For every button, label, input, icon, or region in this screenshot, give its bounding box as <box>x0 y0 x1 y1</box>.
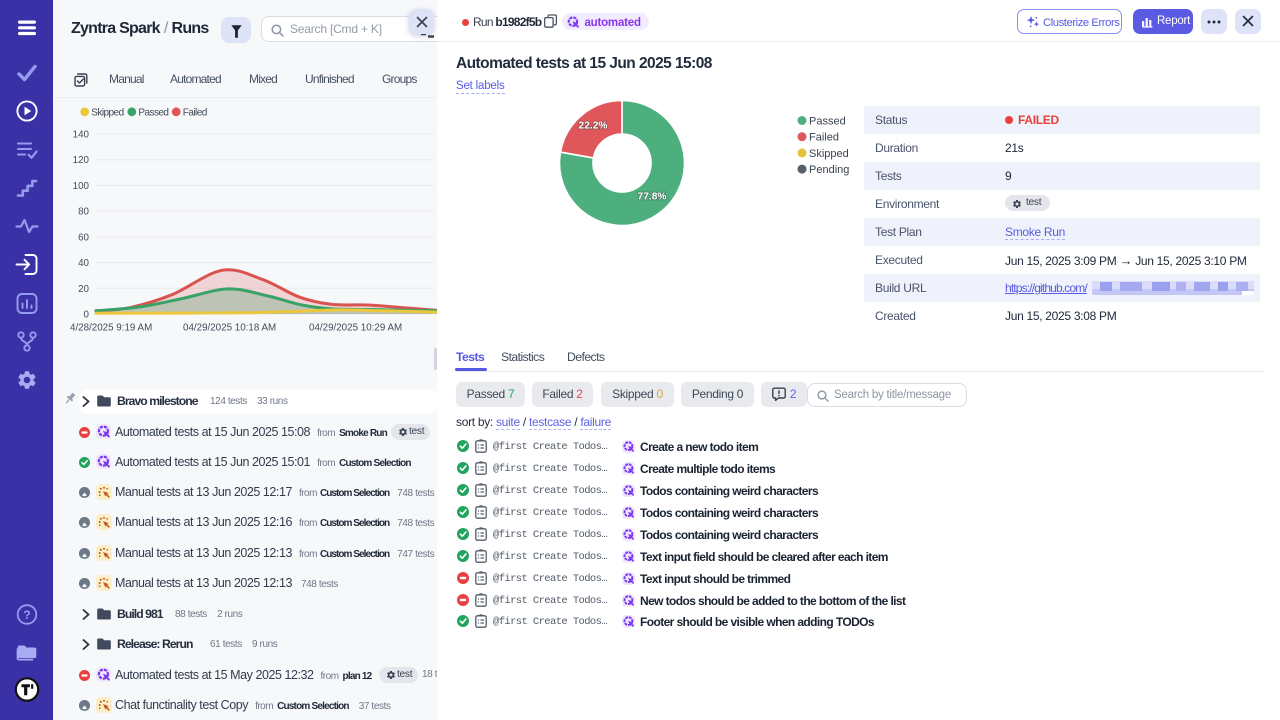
svg-text:4/28/2025 9:19 AM: 4/28/2025 9:19 AM <box>70 323 152 334</box>
svg-text:20: 20 <box>78 284 89 295</box>
svg-text:0: 0 <box>84 310 90 321</box>
svg-text:?: ? <box>23 608 30 622</box>
svg-text:140: 140 <box>73 130 90 141</box>
svg-text:100: 100 <box>73 181 90 192</box>
svg-text:Skipped: Skipped <box>809 148 849 160</box>
svg-text:Failed: Failed <box>183 107 207 118</box>
svg-text:22.2%: 22.2% <box>579 121 608 132</box>
svg-text:04/29/2025 10:18 AM: 04/29/2025 10:18 AM <box>183 323 276 334</box>
svg-text:80: 80 <box>78 207 89 218</box>
svg-text:Passed: Passed <box>138 107 168 118</box>
svg-text:Pending: Pending <box>809 164 849 176</box>
svg-text:60: 60 <box>78 232 89 243</box>
svg-text:Failed: Failed <box>809 132 839 144</box>
svg-text:04/29/2025 10:29 AM: 04/29/2025 10:29 AM <box>309 323 402 334</box>
svg-text:Skipped: Skipped <box>91 107 123 118</box>
svg-text:120: 120 <box>73 155 90 166</box>
svg-text:77.8%: 77.8% <box>638 192 667 203</box>
svg-text:Passed: Passed <box>809 116 846 128</box>
svg-text:40: 40 <box>78 258 89 269</box>
